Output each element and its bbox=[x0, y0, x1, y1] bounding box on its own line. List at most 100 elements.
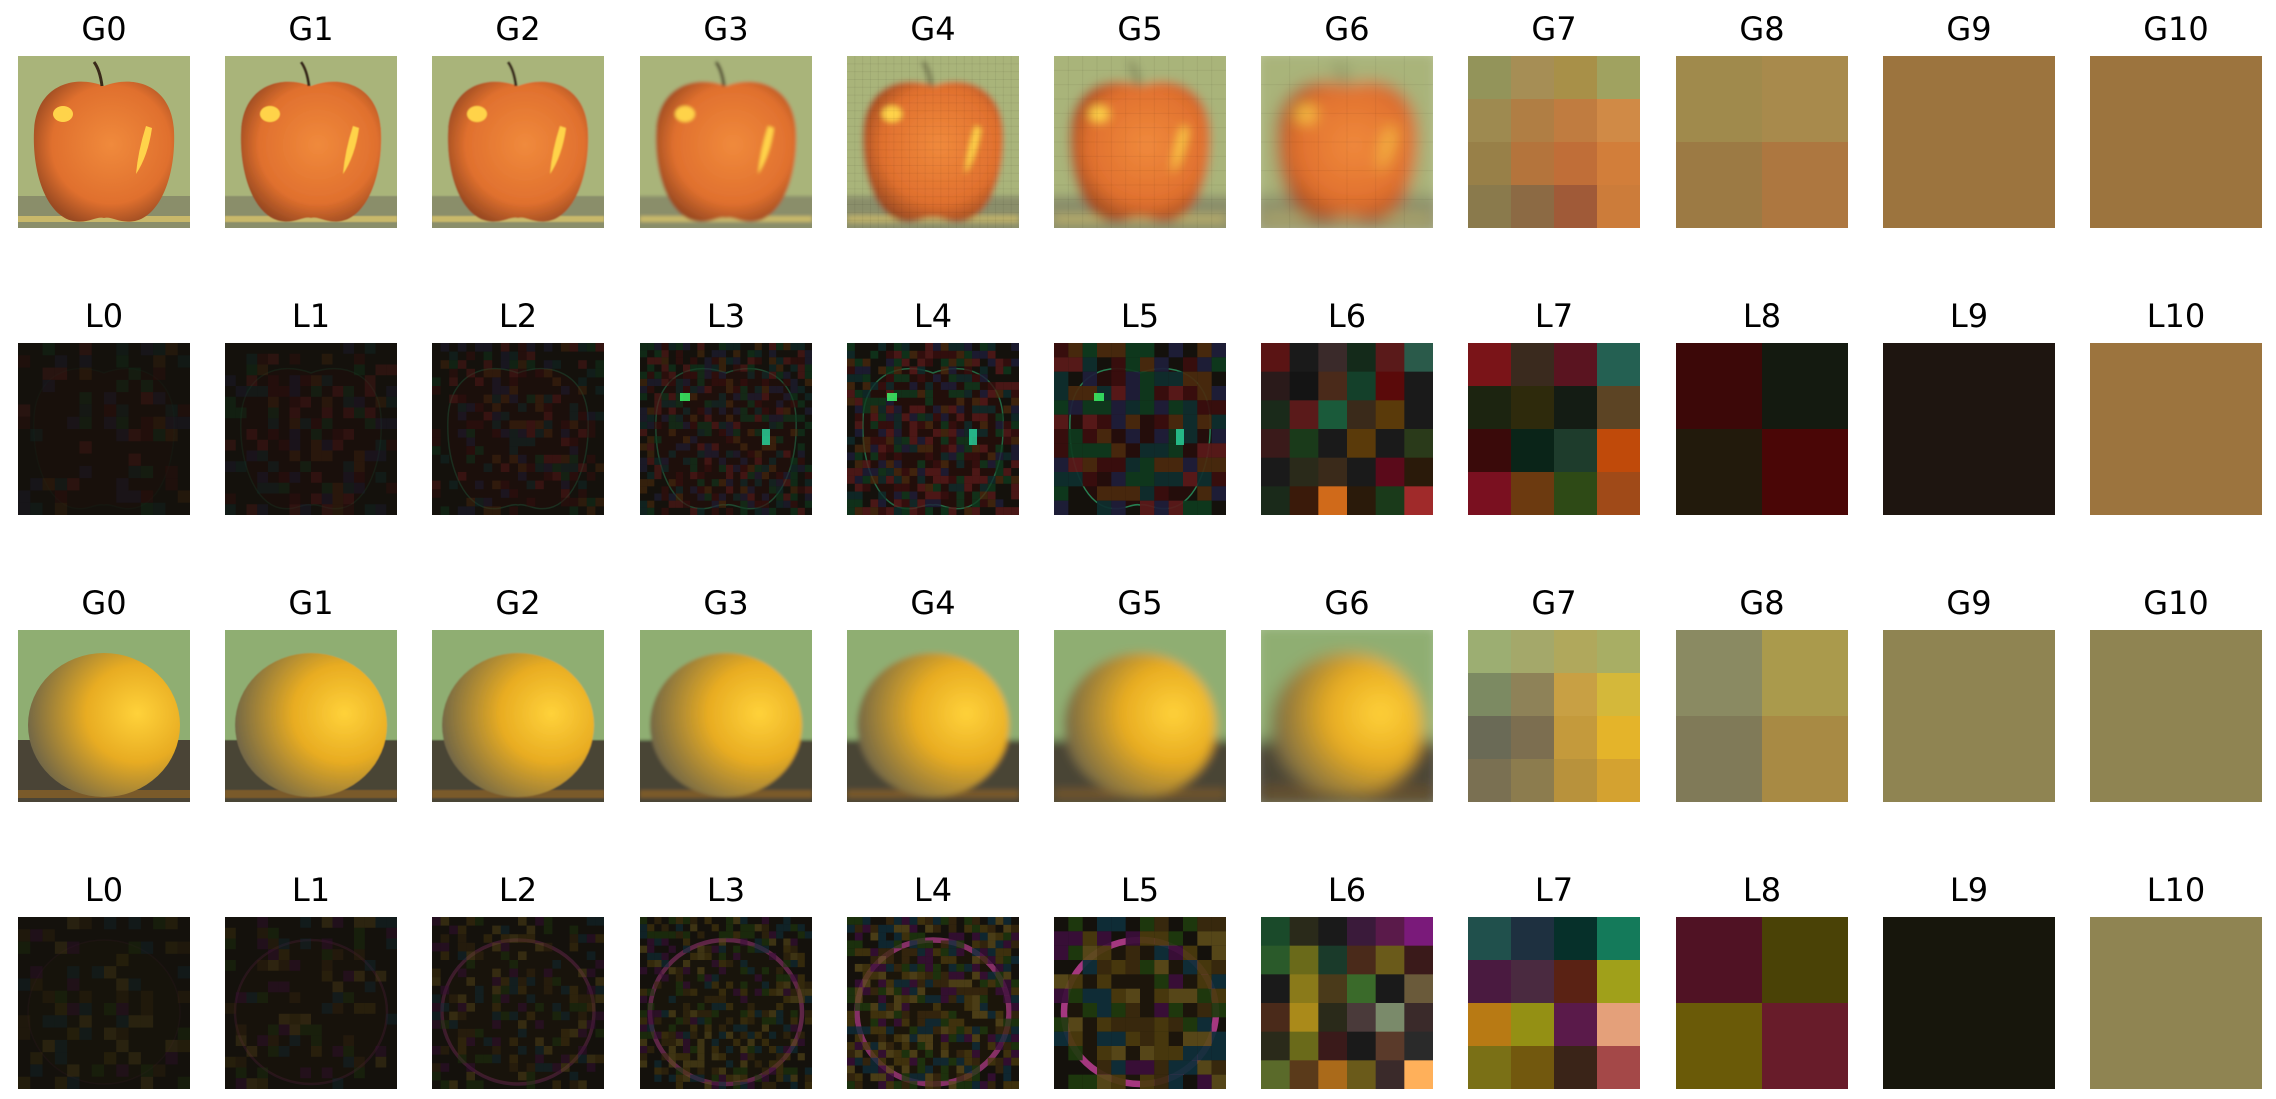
apple-gaussian-image bbox=[1676, 56, 1848, 228]
orange-laplacian-image bbox=[225, 917, 397, 1089]
level-title: L9 bbox=[1949, 297, 1989, 335]
pyramid-level-image bbox=[225, 630, 397, 802]
pyramid-level-image bbox=[2090, 917, 2262, 1089]
level-title: L1 bbox=[291, 871, 331, 909]
pyramid-level-image bbox=[2090, 630, 2262, 802]
level-title: G7 bbox=[1531, 10, 1577, 48]
orange-laplacian-image bbox=[1468, 917, 1640, 1089]
pyramid-level-image bbox=[1676, 56, 1848, 228]
level-title: G9 bbox=[1946, 584, 1992, 622]
level-title: L6 bbox=[1327, 871, 1367, 909]
pyramid-level-image bbox=[18, 343, 190, 515]
level-title: L8 bbox=[1742, 297, 1782, 335]
apple-gaussian-image bbox=[1054, 56, 1226, 228]
level-title: L1 bbox=[291, 297, 331, 335]
pyramid-level-image bbox=[1883, 630, 2055, 802]
pyramid-level-image bbox=[1676, 630, 1848, 802]
pyramid-level-image bbox=[1054, 56, 1226, 228]
apple-laplacian-image bbox=[432, 343, 604, 515]
pyramid-level-image bbox=[1054, 917, 1226, 1089]
apple-laplacian-image bbox=[18, 343, 190, 515]
apple-laplacian-image bbox=[1468, 343, 1640, 515]
apple-laplacian-image bbox=[225, 343, 397, 515]
orange-gaussian-image bbox=[225, 630, 397, 802]
pyramid-level-image bbox=[225, 343, 397, 515]
pyramid-level-image bbox=[847, 917, 1019, 1089]
level-title: L3 bbox=[706, 871, 746, 909]
pyramid-level-image bbox=[1883, 343, 2055, 515]
level-title: G6 bbox=[1324, 10, 1370, 48]
level-title: G0 bbox=[81, 584, 127, 622]
level-title: G6 bbox=[1324, 584, 1370, 622]
orange-laplacian-image bbox=[1261, 917, 1433, 1089]
pyramid-level-image bbox=[432, 343, 604, 515]
apple-laplacian-image bbox=[1676, 343, 1848, 515]
pyramid-level-image bbox=[1468, 56, 1640, 228]
pyramid-level-image bbox=[1468, 917, 1640, 1089]
level-title: G2 bbox=[495, 10, 541, 48]
apple-laplacian-image bbox=[1883, 343, 2055, 515]
apple-gaussian-image bbox=[640, 56, 812, 228]
level-title: G1 bbox=[288, 584, 334, 622]
level-title: G3 bbox=[703, 584, 749, 622]
level-title: L10 bbox=[2146, 871, 2206, 909]
orange-gaussian-image bbox=[1883, 630, 2055, 802]
pyramid-level-image bbox=[640, 56, 812, 228]
pyramid-level-image bbox=[1261, 343, 1433, 515]
apple-gaussian-image bbox=[18, 56, 190, 228]
level-title: G4 bbox=[910, 584, 956, 622]
pyramid-level-image bbox=[432, 630, 604, 802]
level-title: G7 bbox=[1531, 584, 1577, 622]
apple-gaussian-image bbox=[847, 56, 1019, 228]
orange-laplacian-image bbox=[1054, 917, 1226, 1089]
apple-gaussian-image bbox=[1261, 56, 1433, 228]
orange-gaussian-image bbox=[847, 630, 1019, 802]
apple-gaussian-image bbox=[1883, 56, 2055, 228]
pyramid-level-image bbox=[847, 630, 1019, 802]
pyramid-level-image bbox=[1676, 343, 1848, 515]
level-title: G10 bbox=[2143, 10, 2209, 48]
pyramid-level-image bbox=[2090, 343, 2262, 515]
level-title: G5 bbox=[1117, 584, 1163, 622]
apple-laplacian-image bbox=[640, 343, 812, 515]
level-title: G10 bbox=[2143, 584, 2209, 622]
level-title: L5 bbox=[1120, 297, 1160, 335]
level-title: L8 bbox=[1742, 871, 1782, 909]
pyramid-level-image bbox=[432, 56, 604, 228]
apple-gaussian-image bbox=[432, 56, 604, 228]
pyramid-level-image bbox=[1261, 917, 1433, 1089]
pyramid-level-image bbox=[1468, 343, 1640, 515]
pyramid-level-image bbox=[640, 917, 812, 1089]
apple-laplacian-image bbox=[2090, 343, 2262, 515]
level-title: G0 bbox=[81, 10, 127, 48]
level-title: L0 bbox=[84, 871, 124, 909]
pyramid-level-image bbox=[640, 343, 812, 515]
level-title: L9 bbox=[1949, 871, 1989, 909]
level-title: L7 bbox=[1534, 297, 1574, 335]
apple-laplacian-image bbox=[847, 343, 1019, 515]
level-title: G1 bbox=[288, 10, 334, 48]
level-title: G9 bbox=[1946, 10, 1992, 48]
level-title: L6 bbox=[1327, 297, 1367, 335]
pyramid-level-image bbox=[1883, 56, 2055, 228]
level-title: G8 bbox=[1739, 10, 1785, 48]
level-title: L10 bbox=[2146, 297, 2206, 335]
orange-gaussian-image bbox=[640, 630, 812, 802]
pyramid-level-image bbox=[847, 343, 1019, 515]
orange-laplacian-image bbox=[640, 917, 812, 1089]
orange-gaussian-image bbox=[1054, 630, 1226, 802]
level-title: L7 bbox=[1534, 871, 1574, 909]
level-title: L2 bbox=[498, 871, 538, 909]
pyramid-level-image bbox=[1054, 343, 1226, 515]
level-title: L5 bbox=[1120, 871, 1160, 909]
pyramid-level-image bbox=[225, 917, 397, 1089]
orange-laplacian-image bbox=[1883, 917, 2055, 1089]
pyramid-level-image bbox=[1261, 56, 1433, 228]
level-title: L3 bbox=[706, 297, 746, 335]
pyramid-level-image bbox=[1468, 630, 1640, 802]
pyramid-level-image bbox=[847, 56, 1019, 228]
orange-gaussian-image bbox=[432, 630, 604, 802]
apple-gaussian-image bbox=[225, 56, 397, 228]
pyramid-level-image bbox=[432, 917, 604, 1089]
